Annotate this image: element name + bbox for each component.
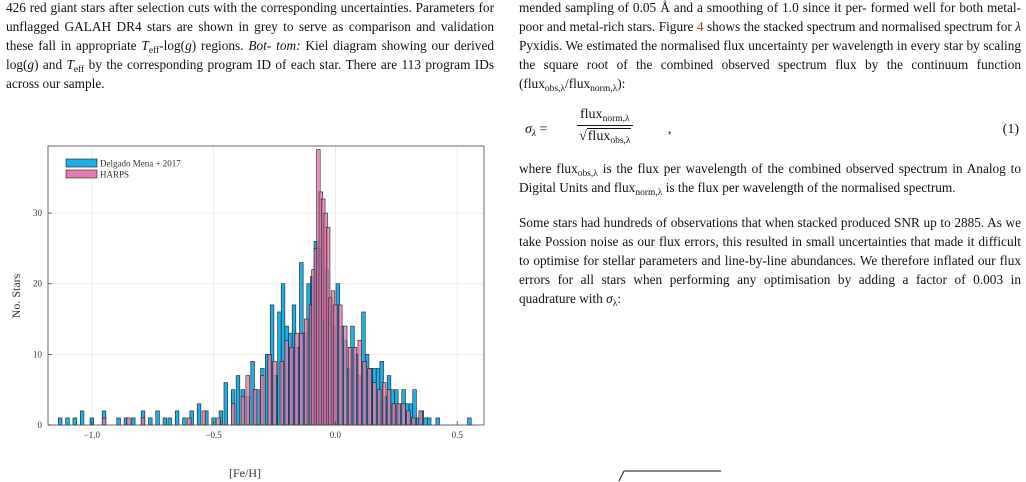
metallicity-histogram: −1.0 −0.5 0.0 0.5 0 10 20 30 Delgado Mena + 201… (9, 145, 485, 480)
bar-delgado (79, 410, 85, 426)
bar-harps (386, 389, 392, 426)
bar-harps (140, 417, 146, 426)
bar-delgado (423, 417, 428, 426)
bar-harps (343, 325, 348, 426)
legend-label-delgado: Delgado Mena + 2017 (100, 159, 181, 169)
bar-harps (396, 403, 401, 426)
bar-delgado (162, 417, 168, 426)
paragraph-flux-definitions: where fluxobs,λ is the flux per waveleng… (519, 161, 1021, 198)
figure-caption: 426 red giant stars after selection cuts… (6, 0, 495, 91)
bar-harps (230, 403, 236, 426)
bar-harps (216, 417, 221, 426)
bar-harps (352, 347, 358, 426)
bar-harps (382, 382, 387, 426)
bar-harps (406, 410, 411, 426)
y-axis-label: No. Stars (9, 273, 23, 318)
x-tick-label: 0.5 (452, 430, 464, 440)
bar-delgado (467, 417, 472, 426)
bar-harps (391, 403, 397, 426)
bar-delgado (148, 417, 153, 426)
legend-swatch-delgado (65, 158, 98, 168)
bar-delgado (116, 417, 121, 426)
equation-1: σλ = fluxnorm,λ √fluxobs,λ , (1) (525, 107, 1019, 146)
y-tick-label: 20 (33, 279, 43, 289)
bar-harps (299, 332, 304, 426)
y-tick-label: 0 (38, 420, 43, 430)
bar-harps (333, 304, 338, 426)
bar-harps (418, 410, 423, 426)
bar-delgado (235, 375, 241, 426)
bar-harps (304, 318, 309, 426)
bar-delgado (196, 403, 202, 426)
chart-bars (58, 149, 472, 426)
bar-harps (401, 403, 406, 426)
chart-ticks: −1.0 −0.5 0.0 0.5 0 10 20 30 (33, 208, 463, 440)
bar-harps (279, 361, 284, 426)
bar-harps (294, 332, 299, 426)
bar-harps (187, 417, 192, 426)
bar-delgado (223, 382, 228, 426)
bar-harps (411, 417, 416, 426)
bar-delgado (72, 417, 77, 426)
plot-frame (47, 145, 485, 426)
x-tick-label: 0.0 (330, 430, 342, 440)
legend: Delgado Mena + 2017 HARPS (65, 158, 181, 180)
bar-harps (101, 417, 107, 426)
bar-harps (284, 339, 289, 426)
bar-harps (201, 410, 207, 426)
bar-delgado (58, 417, 63, 426)
bar-harps (338, 304, 343, 426)
bar-delgado (435, 417, 440, 426)
bar-harps (362, 361, 367, 426)
paragraph-error-inflation: Some stars had hundreds of observations … (519, 215, 1021, 309)
y-tick-label: 10 (33, 349, 43, 359)
y-tick-label: 30 (33, 208, 43, 218)
bar-delgado (131, 417, 136, 426)
bar-delgado (182, 417, 187, 426)
bar-harps (372, 382, 377, 426)
bar-harps (245, 375, 250, 426)
bar-delgado (167, 417, 172, 426)
bar-harps (367, 368, 372, 426)
paragraph-sampling: mended sampling of 0.05 Å and a smoothin… (519, 0, 1022, 94)
bar-delgado (174, 410, 180, 426)
x-axis-label: [Fe/H] (229, 466, 261, 480)
figure-4-link[interactable]: 4 (696, 19, 704, 34)
bar-harps (240, 396, 245, 426)
bar-harps (126, 417, 131, 426)
legend-swatch-harps (65, 169, 98, 179)
bar-harps (260, 375, 265, 426)
legend-label-harps: HARPS (100, 170, 129, 180)
bar-delgado (427, 417, 432, 426)
bar-harps (377, 389, 382, 426)
bar-harps (289, 347, 294, 426)
x-tick-label: −1.0 (84, 430, 101, 440)
body-text-column: mended sampling of 0.05 Å and a smoothin… (519, 0, 1022, 309)
bar-harps (267, 354, 272, 426)
bar-harps (252, 389, 258, 426)
equation-number: (1) (1002, 122, 1019, 137)
bar-harps (347, 347, 353, 426)
x-tick-label: −0.5 (205, 430, 222, 440)
bar-delgado (155, 410, 160, 426)
equation-2-sqrt-partial (618, 470, 721, 482)
bar-harps (272, 361, 277, 426)
bar-delgado (65, 417, 70, 426)
bar-harps (357, 339, 362, 426)
